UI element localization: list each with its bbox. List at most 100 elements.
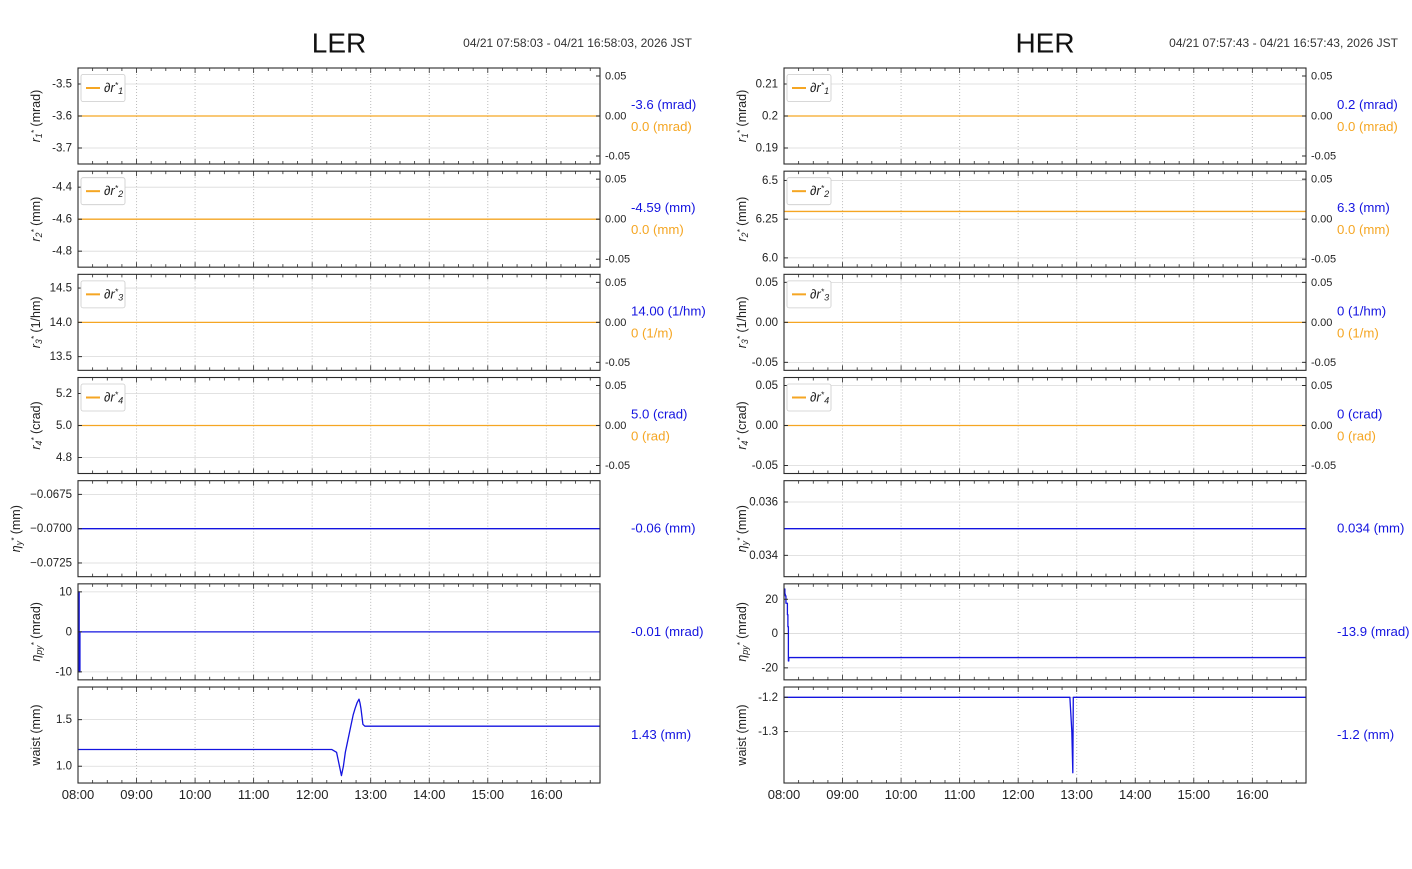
svg-text:10:00: 10:00: [885, 787, 918, 802]
svg-text:-4.8: -4.8: [52, 246, 72, 258]
svg-text:-3.6 (mrad): -3.6 (mrad): [631, 97, 696, 112]
svg-text:4.8: 4.8: [56, 452, 72, 464]
svg-text:0.05: 0.05: [756, 277, 778, 289]
svg-text:14:00: 14:00: [413, 787, 446, 802]
svg-text:5.0: 5.0: [56, 420, 72, 432]
svg-text:0.0 (mm): 0.0 (mm): [631, 222, 684, 237]
svg-text:0.00: 0.00: [1311, 420, 1332, 432]
svg-text:-0.05: -0.05: [1311, 460, 1336, 472]
svg-text:0.05: 0.05: [605, 380, 626, 392]
svg-text:-0.06 (mm): -0.06 (mm): [631, 521, 695, 536]
svg-text:0.00: 0.00: [756, 420, 778, 432]
svg-text:10:00: 10:00: [179, 787, 212, 802]
svg-text:14:00: 14:00: [1119, 787, 1152, 802]
svg-text:6.0: 6.0: [762, 252, 778, 264]
svg-text:waist (mm): waist (mm): [735, 704, 749, 766]
svg-text:-3.5: -3.5: [52, 79, 72, 91]
svg-text:0 (rad): 0 (rad): [1337, 429, 1376, 444]
svg-text:16:00: 16:00: [1236, 787, 1269, 802]
svg-text:-0.01 (mrad): -0.01 (mrad): [631, 624, 704, 639]
svg-text:20: 20: [765, 594, 778, 606]
svg-text:-4.4: -4.4: [52, 182, 72, 194]
svg-text:11:00: 11:00: [238, 787, 270, 802]
svg-text:0 (1/m): 0 (1/m): [1337, 325, 1379, 340]
svg-text:−0.0675: −0.0675: [30, 489, 72, 501]
svg-text:0.19: 0.19: [756, 143, 778, 155]
svg-text:13.5: 13.5: [50, 351, 72, 363]
svg-text:09:00: 09:00: [826, 787, 859, 802]
svg-text:-0.05: -0.05: [1311, 254, 1336, 266]
svg-text:04/21 07:57:43 - 04/21 16:57:4: 04/21 07:57:43 - 04/21 16:57:43, 2026 JS…: [1169, 36, 1399, 50]
svg-text:0.05: 0.05: [1311, 71, 1332, 83]
svg-text:0.00: 0.00: [1311, 111, 1332, 123]
svg-text:0.00: 0.00: [1311, 214, 1332, 226]
svg-text:0.05: 0.05: [605, 71, 626, 83]
svg-text:12:00: 12:00: [296, 787, 329, 802]
svg-text:08:00: 08:00: [768, 787, 801, 802]
svg-text:-0.05: -0.05: [605, 151, 630, 163]
svg-text:0.036: 0.036: [749, 497, 778, 509]
svg-text:6.5: 6.5: [762, 175, 778, 187]
svg-text:-4.59 (mm): -4.59 (mm): [631, 200, 695, 215]
svg-text:12:00: 12:00: [1002, 787, 1035, 802]
svg-text:08:00: 08:00: [62, 787, 95, 802]
svg-text:11:00: 11:00: [944, 787, 976, 802]
svg-text:0.0 (mrad): 0.0 (mrad): [631, 119, 692, 134]
svg-text:13:00: 13:00: [1060, 787, 1093, 802]
svg-text:0.2 (mrad): 0.2 (mrad): [1337, 97, 1398, 112]
svg-text:-4.6: -4.6: [52, 214, 72, 226]
svg-text:0.05: 0.05: [605, 174, 626, 186]
svg-text:-0.05: -0.05: [605, 357, 630, 369]
svg-text:0.00: 0.00: [756, 317, 778, 329]
svg-text:-13.9 (mrad): -13.9 (mrad): [1337, 624, 1410, 639]
svg-text:16:00: 16:00: [530, 787, 563, 802]
svg-text:0.034 (mm): 0.034 (mm): [1337, 521, 1404, 536]
svg-text:5.2: 5.2: [56, 388, 72, 400]
svg-text:0.05: 0.05: [1311, 380, 1332, 392]
svg-text:09:00: 09:00: [120, 787, 153, 802]
svg-text:0.05: 0.05: [756, 380, 778, 392]
svg-text:15:00: 15:00: [472, 787, 505, 802]
svg-text:1.0: 1.0: [56, 761, 72, 773]
svg-text:0 (rad): 0 (rad): [631, 429, 670, 444]
svg-text:10: 10: [59, 586, 72, 598]
svg-text:-0.05: -0.05: [605, 254, 630, 266]
svg-text:−0.0725: −0.0725: [30, 557, 72, 569]
svg-text:0.0 (mrad): 0.0 (mrad): [1337, 119, 1398, 134]
svg-text:waist (mm): waist (mm): [29, 704, 43, 766]
svg-text:-1.3: -1.3: [758, 726, 778, 738]
svg-text:−0.0700: −0.0700: [30, 523, 72, 535]
svg-text:0 (1/hm): 0 (1/hm): [1337, 303, 1386, 318]
svg-text:14.5: 14.5: [50, 283, 72, 295]
svg-text:LER: LER: [312, 28, 366, 59]
svg-text:-0.05: -0.05: [752, 357, 778, 369]
svg-text:5.0 (crad): 5.0 (crad): [631, 407, 687, 422]
svg-text:0.00: 0.00: [605, 317, 626, 329]
svg-text:-1.2 (mm): -1.2 (mm): [1337, 727, 1394, 742]
svg-text:0.0 (mm): 0.0 (mm): [1337, 222, 1390, 237]
svg-text:0: 0: [772, 628, 778, 640]
svg-text:1.43 (mm): 1.43 (mm): [631, 727, 691, 742]
svg-text:14.00 (1/hm): 14.00 (1/hm): [631, 303, 706, 318]
svg-text:0.05: 0.05: [605, 277, 626, 289]
svg-text:0.00: 0.00: [605, 420, 626, 432]
svg-text:15:00: 15:00: [1178, 787, 1211, 802]
svg-text:0.05: 0.05: [1311, 277, 1332, 289]
svg-text:-3.6: -3.6: [52, 111, 72, 123]
svg-text:-0.05: -0.05: [752, 460, 778, 472]
svg-text:0 (crad): 0 (crad): [1337, 407, 1382, 422]
svg-text:0.034: 0.034: [749, 550, 778, 562]
svg-text:0.2: 0.2: [762, 111, 778, 123]
svg-text:-0.05: -0.05: [1311, 357, 1336, 369]
svg-text:-10: -10: [55, 666, 72, 678]
svg-text:HER: HER: [1015, 28, 1074, 59]
svg-text:0.00: 0.00: [1311, 317, 1332, 329]
svg-text:6.3 (mm): 6.3 (mm): [1337, 200, 1390, 215]
svg-text:0 (1/m): 0 (1/m): [631, 325, 673, 340]
svg-text:0.05: 0.05: [1311, 174, 1332, 186]
svg-text:0.21: 0.21: [756, 79, 778, 91]
svg-text:-0.05: -0.05: [1311, 151, 1336, 163]
svg-text:13:00: 13:00: [354, 787, 387, 802]
svg-text:1.5: 1.5: [56, 714, 72, 726]
svg-text:-3.7: -3.7: [52, 143, 72, 155]
